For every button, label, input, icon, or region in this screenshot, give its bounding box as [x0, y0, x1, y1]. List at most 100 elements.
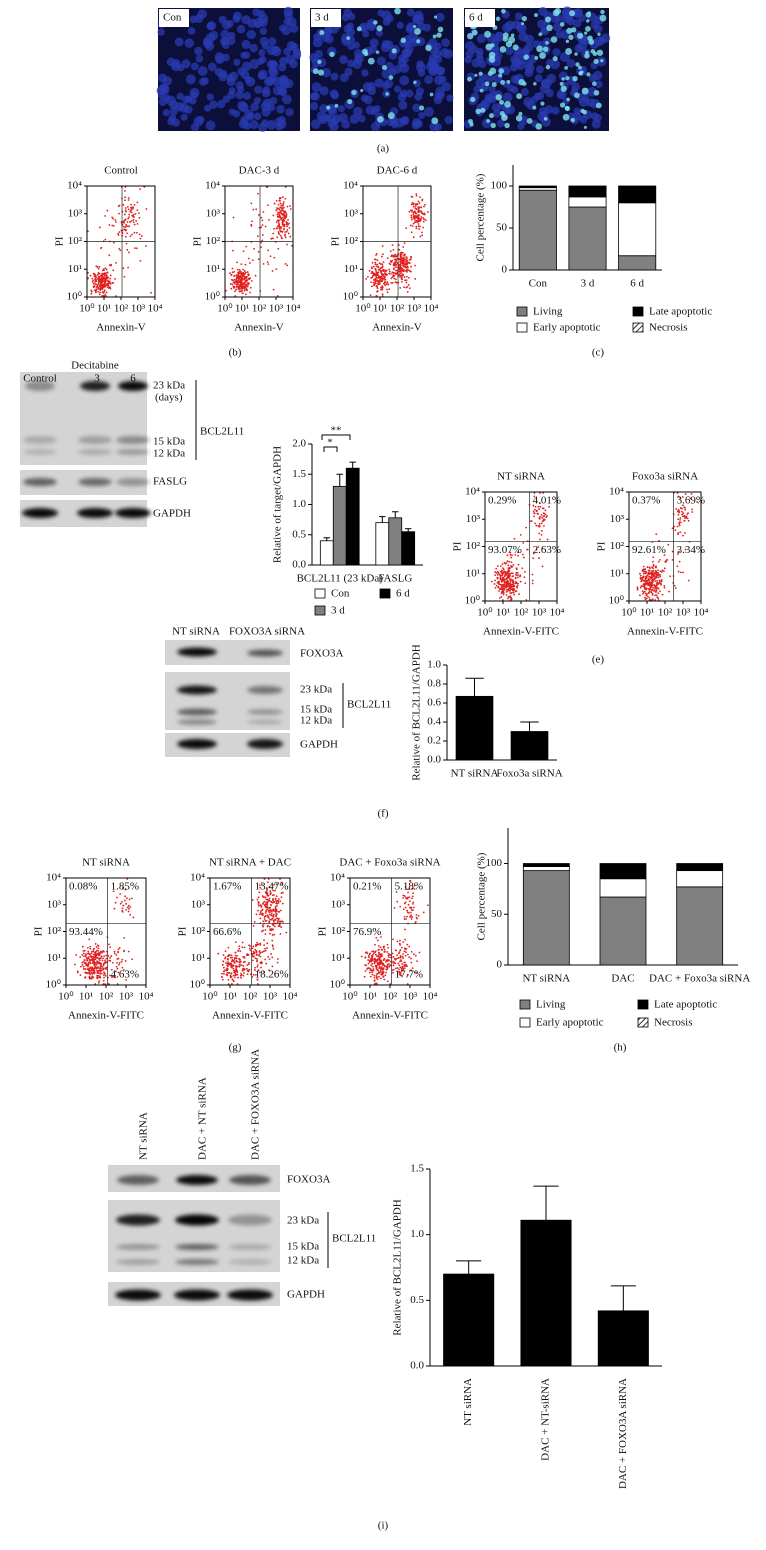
event-dot	[407, 898, 409, 900]
event-dot	[382, 278, 384, 280]
nucleus	[287, 41, 297, 51]
event-dot	[278, 208, 280, 210]
event-dot	[675, 587, 677, 589]
event-dot	[270, 255, 272, 257]
event-dot	[401, 268, 403, 270]
event-dot	[261, 931, 263, 933]
apoptotic-spot	[551, 36, 558, 43]
apoptotic-spot	[489, 52, 495, 58]
significance-label: **	[331, 425, 342, 437]
event-dot	[83, 966, 85, 968]
x-tick-label: 10²	[383, 991, 398, 1003]
event-dot	[546, 515, 548, 517]
nucleus	[237, 101, 247, 111]
event-dot	[104, 280, 106, 282]
event-dot	[238, 271, 240, 273]
event-dot	[411, 231, 413, 233]
blot-band	[23, 436, 57, 444]
event-dot	[688, 580, 690, 582]
nucleus	[267, 120, 277, 130]
apoptotic-spot	[479, 72, 483, 76]
event-dot	[256, 945, 258, 947]
nucleus	[601, 33, 610, 42]
event-dot	[261, 219, 263, 221]
event-dot	[518, 593, 520, 595]
event-dot	[523, 576, 525, 578]
event-dot	[376, 273, 378, 275]
event-dot	[506, 594, 508, 596]
nucleus	[269, 67, 279, 77]
event-dot	[139, 234, 141, 236]
event-dot	[253, 952, 255, 954]
event-dot	[233, 975, 235, 977]
apoptotic-spot	[436, 32, 441, 37]
nucleus	[260, 19, 268, 27]
event-dot	[124, 220, 126, 222]
apoptotic-spot	[538, 32, 542, 36]
event-dot	[285, 198, 287, 200]
apoptotic-spot	[489, 113, 494, 118]
event-dot	[246, 968, 248, 970]
event-dot	[278, 902, 280, 904]
event-dot	[240, 977, 242, 979]
event-dot	[373, 980, 375, 982]
event-dot	[139, 260, 141, 262]
event-dot	[270, 904, 272, 906]
event-dot	[371, 266, 373, 268]
event-dot	[508, 583, 510, 585]
event-dot	[137, 223, 139, 225]
event-dot	[238, 945, 240, 947]
event-dot	[261, 239, 263, 241]
event-dot	[402, 252, 404, 254]
apoptotic-spot	[503, 32, 509, 38]
event-dot	[386, 289, 388, 291]
event-dot	[83, 953, 85, 955]
event-dot	[383, 967, 385, 969]
event-dot	[227, 979, 229, 981]
event-dot	[376, 286, 378, 288]
event-dot	[541, 530, 543, 532]
event-dot	[264, 948, 266, 950]
apoptotic-spot	[489, 68, 496, 75]
x-tick-label: 10⁰	[79, 303, 95, 315]
event-dot	[108, 254, 110, 256]
x-tick-label: 3 d	[581, 278, 595, 290]
nucleus	[163, 109, 170, 116]
event-dot	[537, 513, 539, 515]
event-dot	[276, 895, 278, 897]
event-dot	[656, 584, 658, 586]
x-tick-label: 10²	[243, 991, 258, 1003]
event-dot	[125, 209, 127, 211]
y-tick-label: 10²	[68, 235, 83, 247]
apoptotic-spot	[425, 45, 431, 51]
apoptotic-spot	[419, 105, 424, 110]
y-tick-label: 1.0	[292, 498, 306, 510]
event-dot	[249, 292, 251, 294]
event-dot	[94, 951, 96, 953]
x-tick-label: 10¹	[79, 991, 93, 1003]
event-dot	[105, 975, 107, 977]
legend-swatch	[633, 307, 643, 316]
event-dot	[130, 204, 132, 206]
event-dot	[266, 902, 268, 904]
event-dot	[370, 976, 372, 978]
event-dot	[127, 206, 129, 208]
lane-label: NT siRNA	[138, 1112, 150, 1160]
event-dot	[223, 954, 225, 956]
event-dot	[242, 942, 244, 944]
event-dot	[394, 272, 396, 274]
event-dot	[503, 582, 505, 584]
nucleus	[593, 71, 602, 80]
image-label: 3 d	[315, 12, 329, 24]
apoptotic-spot	[401, 38, 406, 43]
event-dot	[361, 956, 363, 958]
event-dot	[415, 205, 417, 207]
event-dot	[100, 280, 102, 282]
event-dot	[280, 226, 282, 228]
event-dot	[391, 271, 393, 273]
event-dot	[83, 968, 85, 970]
event-dot	[244, 278, 246, 280]
event-dot	[95, 956, 97, 958]
event-dot	[121, 901, 123, 903]
event-dot	[405, 948, 407, 950]
